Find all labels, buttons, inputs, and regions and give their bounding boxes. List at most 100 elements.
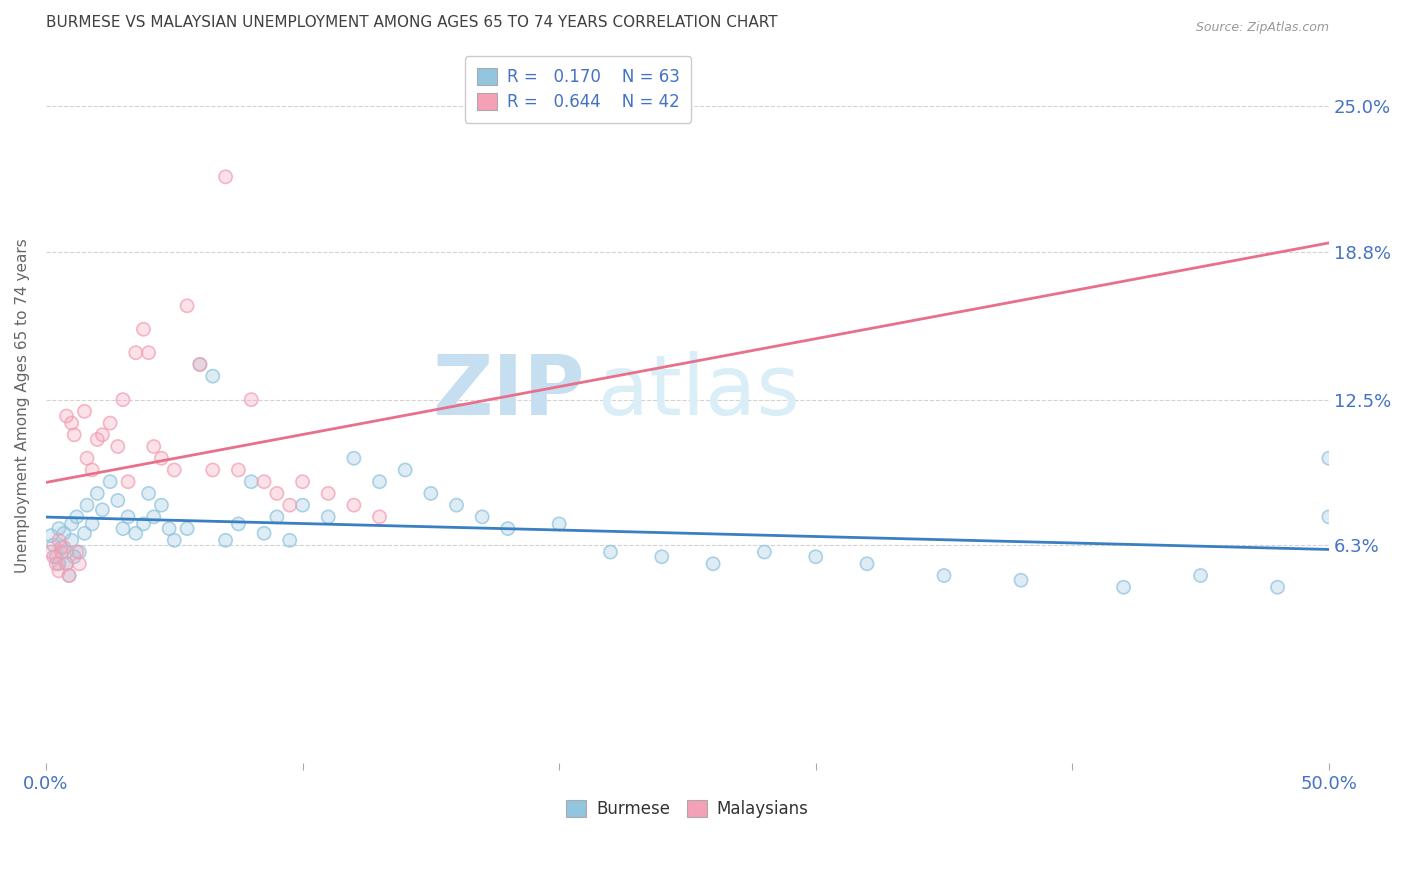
Point	[343, 451, 366, 466]
Point	[240, 392, 263, 407]
Point	[142, 440, 165, 454]
Point	[142, 509, 165, 524]
Point	[651, 549, 673, 564]
Point	[76, 498, 98, 512]
Point	[60, 416, 83, 430]
Point	[51, 545, 73, 559]
Point	[266, 486, 288, 500]
Point	[291, 498, 314, 512]
Point	[702, 557, 724, 571]
Point	[188, 358, 211, 372]
Point	[343, 498, 366, 512]
Point	[39, 528, 62, 542]
Point	[76, 451, 98, 466]
Point	[48, 564, 70, 578]
Point	[39, 528, 62, 542]
Point	[48, 522, 70, 536]
Point	[150, 498, 173, 512]
Point	[55, 545, 77, 559]
Point	[214, 169, 236, 184]
Point	[125, 526, 148, 541]
Point	[240, 392, 263, 407]
Point	[702, 557, 724, 571]
Point	[86, 486, 108, 500]
Point	[201, 369, 224, 384]
Point	[157, 522, 180, 536]
Point	[42, 549, 65, 564]
Point	[86, 433, 108, 447]
Point	[66, 545, 89, 559]
Point	[291, 498, 314, 512]
Point	[55, 545, 77, 559]
Point	[446, 498, 468, 512]
Point	[316, 509, 339, 524]
Point	[548, 516, 571, 531]
Point	[343, 451, 366, 466]
Point	[98, 475, 121, 489]
Point	[856, 557, 879, 571]
Point	[52, 541, 75, 555]
Point	[316, 486, 339, 500]
Point	[599, 545, 621, 559]
Point	[1317, 451, 1340, 466]
Point	[91, 427, 114, 442]
Point	[66, 509, 89, 524]
Point	[214, 533, 236, 548]
Point	[60, 516, 83, 531]
Point	[163, 463, 186, 477]
Point	[58, 568, 80, 582]
Point	[176, 299, 198, 313]
Point	[132, 516, 155, 531]
Point	[932, 568, 955, 582]
Point	[278, 533, 301, 548]
Point	[98, 416, 121, 430]
Point	[471, 509, 494, 524]
Point	[67, 557, 90, 571]
Point	[754, 545, 776, 559]
Point	[1317, 509, 1340, 524]
Point	[163, 463, 186, 477]
Point	[1267, 580, 1289, 594]
Point	[368, 509, 391, 524]
Point	[60, 533, 83, 548]
Point	[82, 516, 104, 531]
Point	[45, 557, 67, 571]
Point	[55, 409, 77, 423]
Point	[368, 475, 391, 489]
Point	[107, 440, 129, 454]
Point	[176, 299, 198, 313]
Point	[138, 345, 160, 359]
Point	[1189, 568, 1212, 582]
Point	[1112, 580, 1135, 594]
Point	[60, 533, 83, 548]
Point	[291, 475, 314, 489]
Point	[76, 498, 98, 512]
Point	[111, 522, 134, 536]
Point	[52, 541, 75, 555]
Point	[42, 538, 65, 552]
Point	[125, 345, 148, 359]
Point	[1317, 451, 1340, 466]
Point	[278, 533, 301, 548]
Point	[163, 533, 186, 548]
Point	[228, 463, 250, 477]
Point	[316, 509, 339, 524]
Point	[51, 541, 73, 555]
Point	[132, 322, 155, 336]
Point	[86, 486, 108, 500]
Point	[48, 557, 70, 571]
Point	[91, 503, 114, 517]
Point	[932, 568, 955, 582]
Point	[125, 526, 148, 541]
Point	[804, 549, 827, 564]
Point	[188, 358, 211, 372]
Point	[253, 526, 276, 541]
Point	[52, 526, 75, 541]
Y-axis label: Unemployment Among Ages 65 to 74 years: Unemployment Among Ages 65 to 74 years	[15, 238, 30, 573]
Point	[66, 509, 89, 524]
Point	[142, 440, 165, 454]
Point	[157, 522, 180, 536]
Point	[188, 358, 211, 372]
Point	[55, 557, 77, 571]
Point	[98, 416, 121, 430]
